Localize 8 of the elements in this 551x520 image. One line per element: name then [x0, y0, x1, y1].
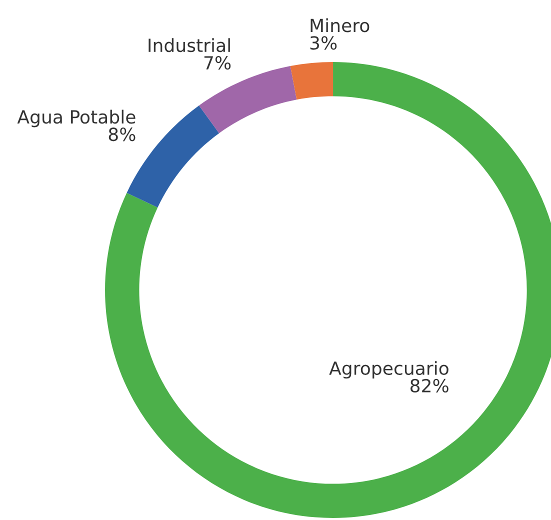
data-label: 7% — [204, 56, 231, 70]
data-label: 82% — [410, 378, 448, 393]
slice-label: Agropecuario — [329, 361, 448, 379]
data-label: 3% — [310, 36, 337, 50]
slice-label: Minero — [310, 18, 370, 32]
slice-label: Agua Potable — [17, 110, 136, 128]
data-label: 8% — [108, 128, 136, 142]
slice-label: Industrial — [148, 38, 230, 52]
